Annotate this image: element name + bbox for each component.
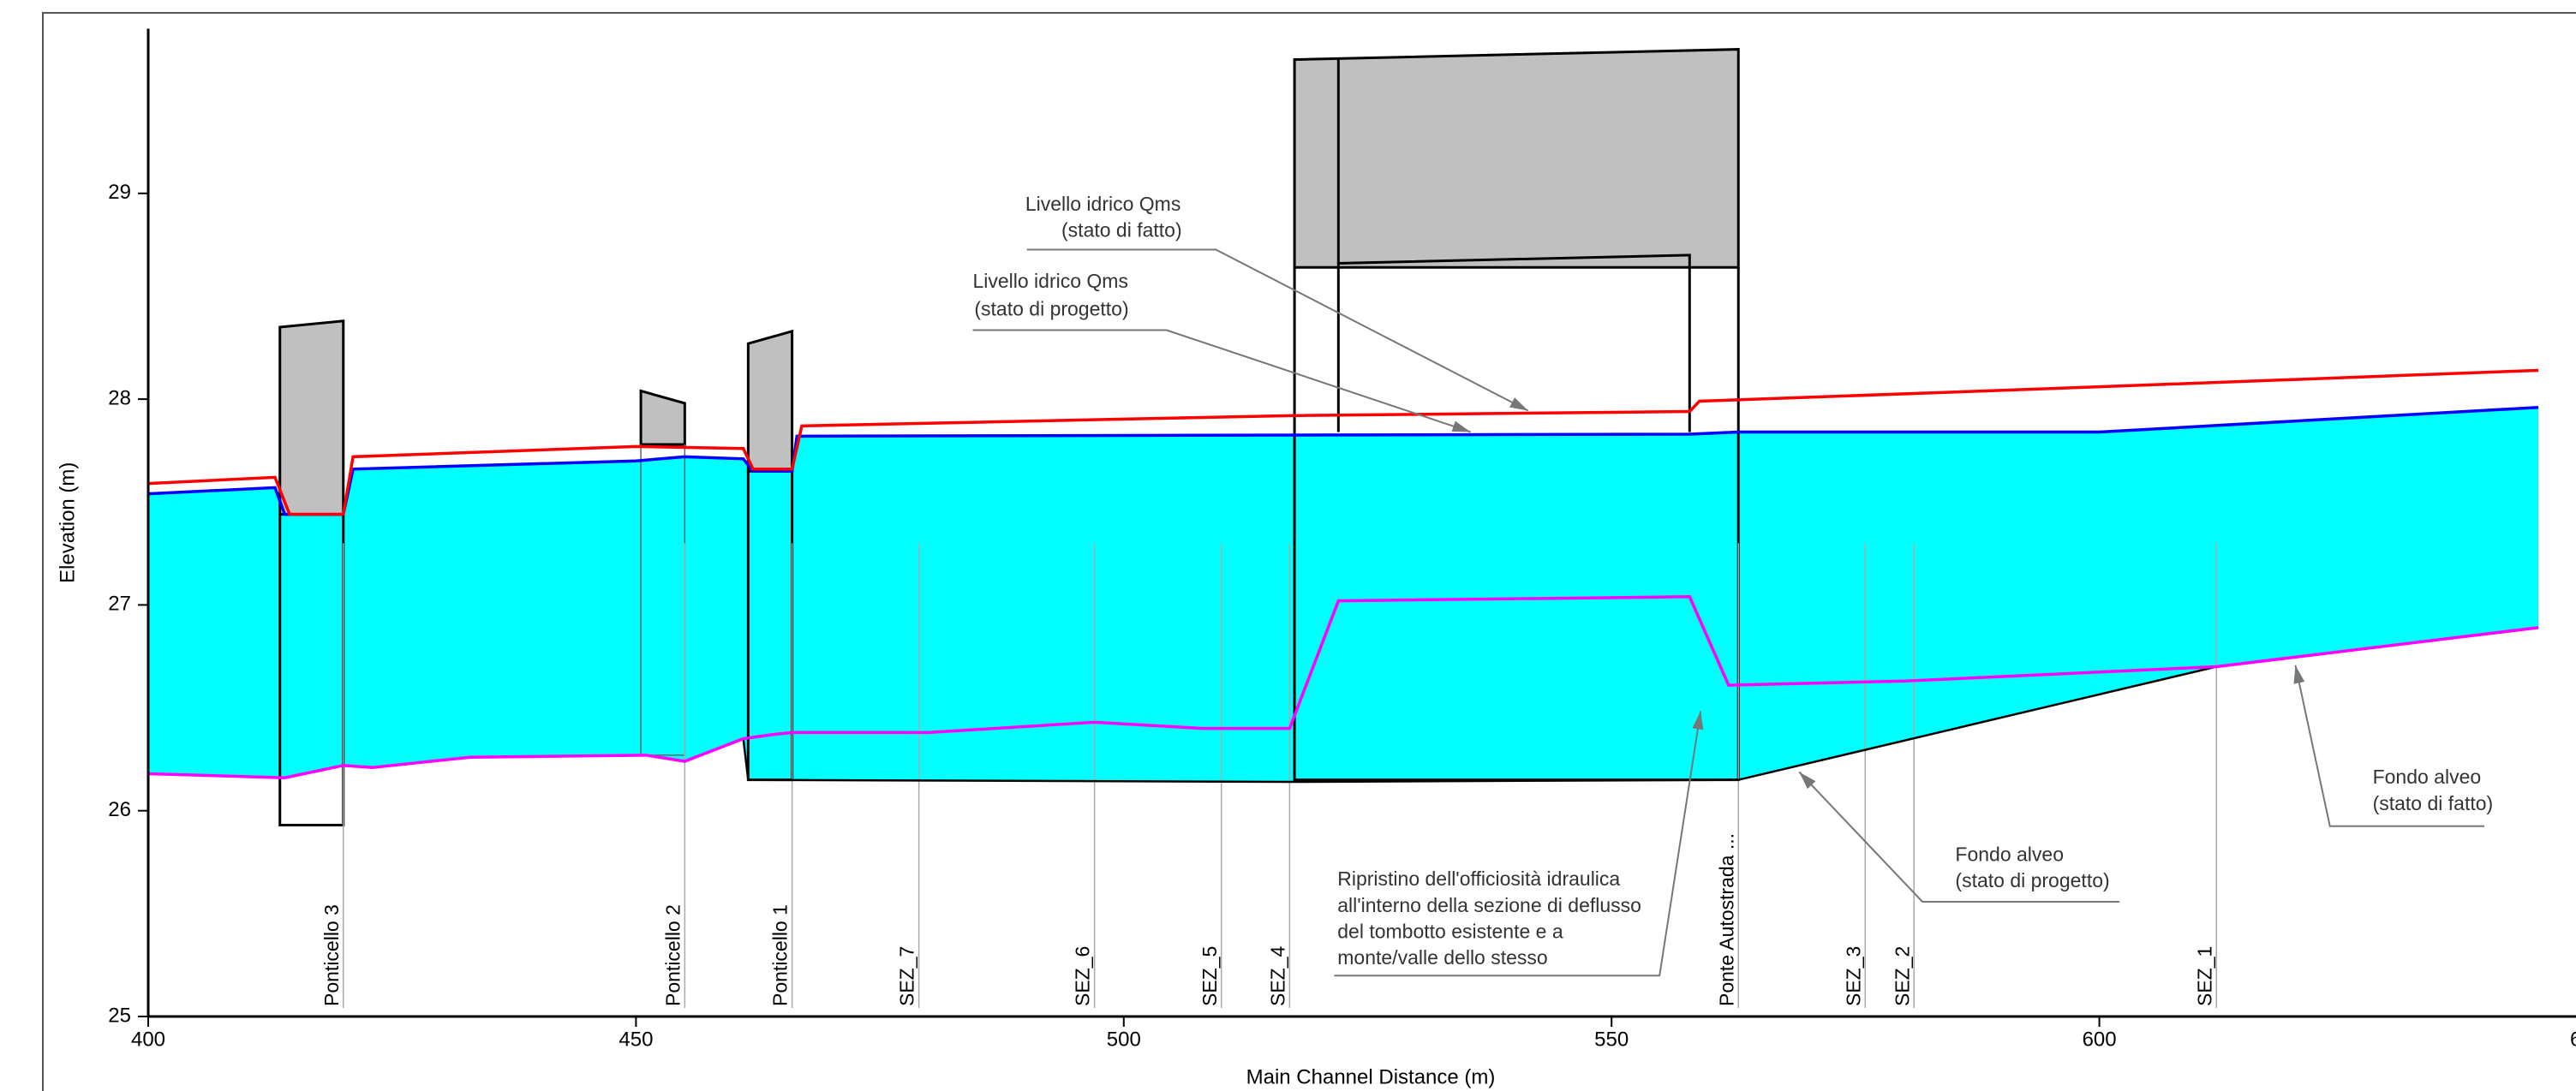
structure-deck [278, 319, 345, 516]
section-label: SEZ_5 [1198, 946, 1221, 1006]
section-label: SEZ_4 [1266, 945, 1288, 1006]
x-tick-label: 600 [2083, 1028, 2117, 1051]
x-tick-label: 650 [2570, 1028, 2576, 1051]
y-tick-label: 27 [108, 593, 131, 616]
culvert-inner [1336, 253, 1691, 432]
annotation-text: Ripristino dell'officiosità idraulica [1337, 867, 1620, 890]
section-label: Ponticello 1 [769, 904, 792, 1006]
annotation-leader [972, 329, 1471, 433]
annotation-leader [1798, 771, 2120, 903]
annotation-text: Livello idrico Qms [1025, 193, 1181, 215]
plot: Ponticello 3 Ponticello 2 Ponticello 1 SEZ_… [56, 28, 2576, 1088]
section-label: SEZ_7 [896, 946, 918, 1006]
annotation-arrow [1799, 772, 1816, 790]
series-line [147, 368, 2539, 516]
x-tick-label: 550 [1594, 1028, 1629, 1051]
annotation-text: (stato di fatto) [2373, 792, 2494, 814]
annotation-text: monte/valle dello stesso [1337, 946, 1547, 969]
y-tick-label: 29 [108, 181, 131, 204]
section-label: SEZ_3 [1842, 946, 1864, 1006]
annotation-arrow [2293, 665, 2305, 684]
structure-deck [1293, 48, 1740, 269]
annotation-text: Fondo alveo [2373, 766, 2482, 788]
y-axis-label: Elevation (m) [56, 462, 79, 583]
y-tick-label: 25 [108, 1004, 131, 1027]
annotation-leader [1026, 248, 1529, 412]
series-line [147, 595, 2539, 780]
x-tick-label: 400 [131, 1028, 165, 1051]
annotation-text: (stato di progetto) [974, 298, 1128, 320]
x-axis-label: Main Channel Distance (m) [1246, 1065, 1496, 1088]
annotation-arrow [1509, 397, 1528, 411]
annotation-arrow [1451, 420, 1471, 432]
section-label: Ponte Autostrada ... [1715, 833, 1737, 1006]
annotation-text: all'interno della sezione di deflusso [1337, 894, 1641, 916]
annotation-arrow [1692, 711, 1704, 730]
water-area [148, 407, 2539, 783]
section-label: SEZ_6 [1072, 946, 1094, 1006]
x-tick-label: 500 [1107, 1028, 1141, 1051]
y-tick-label: 26 [108, 798, 131, 821]
section-label: SEZ_2 [1891, 946, 1913, 1006]
structure-deck [639, 389, 686, 446]
section-label: SEZ_1 [2193, 946, 2215, 1006]
annotation-text: del tombotto esistente e a [1337, 921, 1563, 943]
annotation-leader [2294, 665, 2485, 827]
frame [42, 12, 2576, 1091]
x-tick-label: 450 [619, 1028, 653, 1051]
annotation-text: Livello idrico Qms [972, 270, 1128, 292]
section-label: Ponticello 2 [661, 904, 684, 1006]
annotation-text: (stato di fatto) [1061, 219, 1182, 241]
annotation-text: (stato di progetto) [1955, 869, 2109, 891]
annotation-leader [1334, 711, 1702, 977]
structure-deck [746, 329, 794, 473]
section-label: Ponticello 3 [320, 904, 343, 1006]
y-tick-label: 28 [108, 386, 131, 409]
annotation-text: Fondo alveo [1955, 843, 2064, 865]
